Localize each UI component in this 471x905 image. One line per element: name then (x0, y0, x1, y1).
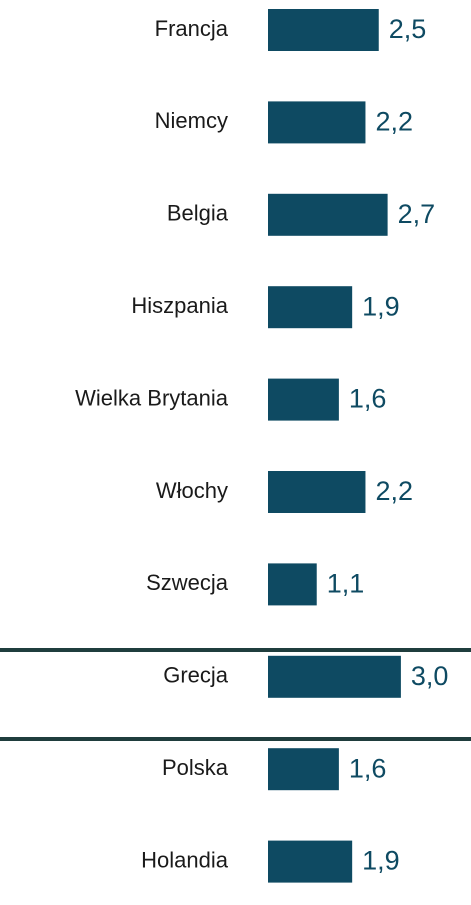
category-label: Polska (162, 755, 229, 780)
category-label: Włochy (156, 478, 228, 503)
value-label: 2,5 (389, 14, 427, 44)
bar (268, 748, 339, 791)
value-label: 1,1 (327, 569, 365, 599)
value-label: 2,2 (375, 476, 413, 506)
bar (268, 286, 353, 329)
bar (268, 378, 339, 421)
value-label: 1,9 (362, 846, 400, 876)
value-label: 1,9 (362, 291, 400, 321)
value-label: 1,6 (349, 384, 387, 414)
bar (268, 563, 317, 606)
category-label: Francja (155, 16, 229, 41)
value-label: 2,7 (398, 199, 436, 229)
category-label: Belgia (167, 201, 229, 226)
category-label: Niemcy (155, 108, 228, 133)
bar (268, 193, 388, 236)
value-label: 3,0 (411, 661, 449, 691)
bar (268, 840, 353, 883)
bar (268, 471, 366, 513)
category-label: Grecja (163, 663, 229, 688)
category-label: Wielka Brytania (75, 385, 229, 410)
bar (268, 9, 379, 51)
category-label: Szwecja (146, 570, 229, 595)
category-label: Hiszpania (131, 293, 228, 318)
category-label: Holandia (141, 847, 229, 872)
bar (268, 655, 401, 698)
value-label: 1,6 (349, 753, 387, 783)
value-label: 2,2 (375, 107, 413, 137)
bar (268, 101, 366, 144)
